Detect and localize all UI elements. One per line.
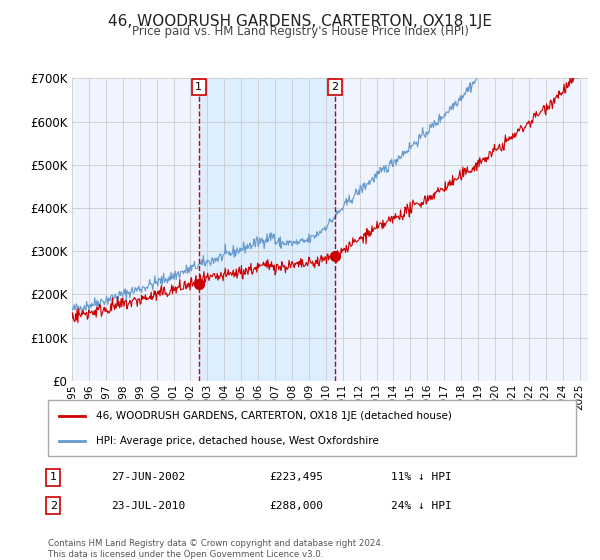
Text: Price paid vs. HM Land Registry's House Price Index (HPI): Price paid vs. HM Land Registry's House … [131,25,469,38]
Text: 27-JUN-2002: 27-JUN-2002 [112,472,185,482]
Text: HPI: Average price, detached house, West Oxfordshire: HPI: Average price, detached house, West… [95,436,378,446]
Text: 11% ↓ HPI: 11% ↓ HPI [391,472,452,482]
FancyBboxPatch shape [48,400,576,456]
Text: 23-JUL-2010: 23-JUL-2010 [112,501,185,511]
Text: 24% ↓ HPI: 24% ↓ HPI [391,501,452,511]
Text: 46, WOODRUSH GARDENS, CARTERTON, OX18 1JE: 46, WOODRUSH GARDENS, CARTERTON, OX18 1J… [108,14,492,29]
Point [194,280,203,289]
Text: This data is licensed under the Open Government Licence v3.0.: This data is licensed under the Open Gov… [48,550,323,559]
Text: 2: 2 [50,501,57,511]
Point [330,252,340,261]
Text: £288,000: £288,000 [270,501,324,511]
Text: Contains HM Land Registry data © Crown copyright and database right 2024.: Contains HM Land Registry data © Crown c… [48,539,383,548]
Bar [199,78,335,381]
Text: 1: 1 [195,82,202,92]
Text: 1: 1 [50,472,57,482]
Text: £223,495: £223,495 [270,472,324,482]
Text: 46, WOODRUSH GARDENS, CARTERTON, OX18 1JE (detached house): 46, WOODRUSH GARDENS, CARTERTON, OX18 1J… [95,411,451,421]
Text: 2: 2 [332,82,338,92]
